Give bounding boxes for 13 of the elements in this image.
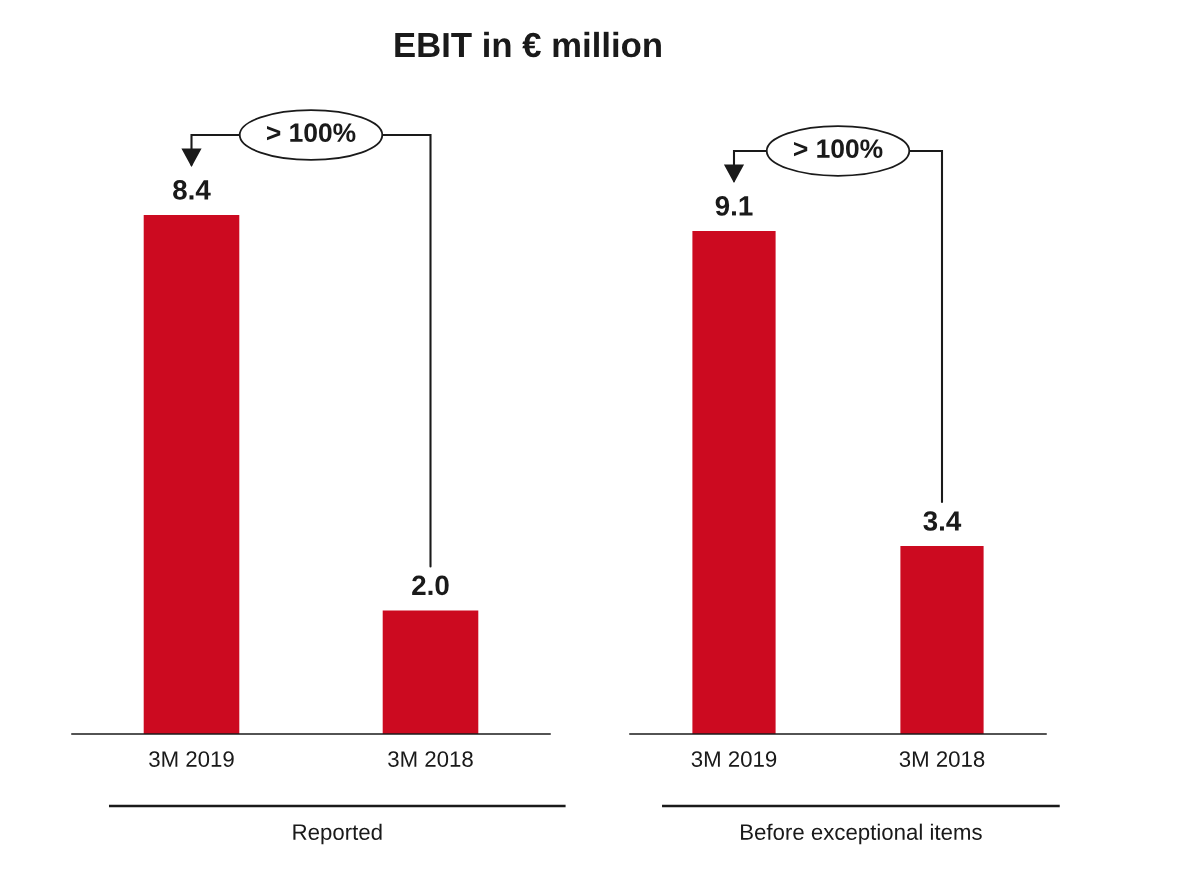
x-axis-title: Reported: [293, 823, 382, 845]
data-label: 2.0: [412, 575, 449, 596]
x-tick-label: 3M 2019: [149, 751, 234, 767]
x-tick-label: 3M 2018: [899, 751, 985, 767]
data-label: 3.4: [923, 511, 962, 531]
data-label: 9.1: [715, 196, 753, 216]
text: > 100%: [266, 123, 356, 143]
x-tick-label: 3M 2018: [388, 751, 473, 767]
text: > 100%: [793, 139, 883, 159]
chart-title: EBIT in € million: [395, 31, 661, 58]
x-axis-title: Before exceptional items: [741, 823, 982, 845]
data-label: 8.4: [173, 180, 211, 200]
x-tick-label: 3M 2019: [691, 751, 777, 767]
